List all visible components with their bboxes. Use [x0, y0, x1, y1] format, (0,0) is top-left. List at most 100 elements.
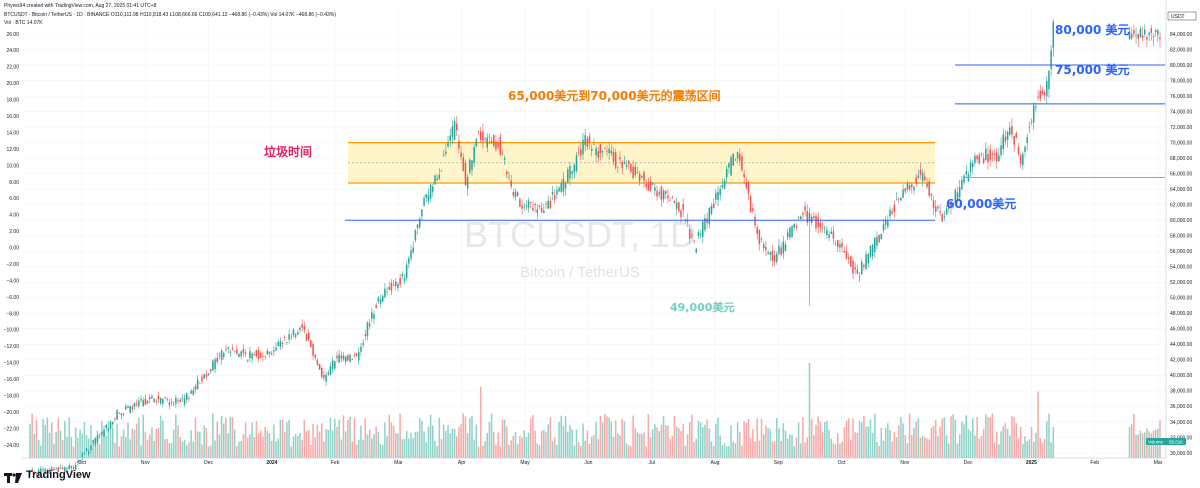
price-axis[interactable]: 84,000.00 82,000.00 80,000.00 78,000.00 76,0… — [1146, 11, 1197, 457]
candle-body — [1024, 146, 1026, 152]
tradingview-logo[interactable]: TradingView — [4, 469, 91, 483]
volume-bar — [364, 418, 367, 458]
candle-body — [390, 282, 393, 291]
volume-bar — [549, 417, 552, 458]
candle-body — [915, 177, 917, 184]
candle-body — [510, 180, 512, 187]
volume-bar — [874, 413, 876, 458]
volume-bar — [582, 423, 584, 458]
candle-body — [630, 164, 632, 172]
volume-bar — [94, 442, 97, 458]
volume-bar — [495, 444, 497, 458]
volume-bar — [109, 431, 112, 458]
candle-body — [68, 465, 70, 470]
volume-bar — [260, 430, 262, 458]
time-tick-label: Feb — [331, 460, 340, 466]
volume-bar — [351, 441, 353, 458]
left-tick-label: −8.00 — [6, 311, 19, 317]
volume-bar — [460, 424, 462, 458]
volume-bar — [157, 427, 160, 458]
volume-bar — [77, 438, 79, 458]
volume-bar — [656, 427, 658, 458]
candle-body — [251, 353, 253, 359]
volume-bar — [59, 430, 62, 458]
volume-bar — [360, 425, 362, 458]
candle-body — [647, 182, 650, 191]
candle-body — [227, 347, 229, 349]
candle-body — [127, 406, 129, 408]
volume-bar — [612, 436, 615, 458]
volume-bar — [797, 422, 800, 458]
volume-bar — [815, 424, 817, 458]
volume-bar — [654, 424, 656, 458]
candle-body — [327, 372, 330, 375]
volume-bar — [98, 444, 101, 458]
price-badge-label: USDT — [1171, 14, 1185, 20]
volume-bar — [1141, 433, 1144, 458]
time-axis[interactable]: Oct Nov Dec 2024 Feb Mar Apr May Jun Jul Aug Sep Oct… — [78, 460, 1163, 466]
candle-body — [33, 473, 36, 475]
candle-body — [667, 195, 669, 199]
candle-body — [244, 352, 247, 355]
volume-bar — [249, 434, 251, 458]
volume-bar — [760, 418, 763, 458]
volume-bar — [46, 417, 49, 458]
volume-bar — [283, 432, 286, 458]
candle-body — [621, 162, 623, 169]
candle-body — [686, 219, 689, 223]
candle-body — [329, 366, 332, 375]
candle-body — [59, 467, 62, 469]
candle-body — [1154, 30, 1157, 32]
candle-body — [956, 192, 959, 202]
volume-bar — [904, 435, 907, 458]
volume-bar — [114, 442, 116, 458]
candle-body — [77, 461, 79, 462]
time-tick-label: 2025 — [1026, 460, 1037, 466]
left-tick-label: 18.00 — [6, 98, 19, 104]
candle-body — [778, 245, 780, 254]
volume-bar — [442, 424, 445, 458]
volume-bar — [1050, 442, 1052, 458]
candle-body — [965, 171, 967, 175]
candle-body — [499, 136, 502, 155]
volume-bar — [177, 425, 179, 458]
candle-body — [575, 155, 578, 172]
candle-body — [151, 396, 153, 399]
candle-body — [325, 374, 327, 382]
candle-body — [281, 342, 284, 344]
volume-bar — [362, 439, 364, 458]
volume-bar — [331, 430, 334, 458]
volume-bar — [316, 424, 319, 458]
volume-bar — [336, 426, 338, 458]
candle-body — [266, 350, 269, 355]
left-axis: 26.00 24.00 22.00 20.00 18.00 16.00 14.00 12.00… — [4, 32, 20, 449]
volume-bar — [201, 444, 203, 458]
volume-bar — [172, 429, 175, 458]
volume-bar — [641, 433, 643, 458]
candle-body — [260, 352, 262, 358]
volume-bar — [688, 422, 691, 458]
left-tick-label: −24.00 — [4, 443, 20, 449]
volume-bar — [29, 424, 31, 458]
volume-bar — [965, 415, 967, 458]
volume-bar — [253, 436, 256, 458]
candle-body — [636, 172, 639, 174]
candle-body — [584, 135, 586, 146]
candle-body — [841, 243, 843, 248]
volume-bar — [79, 429, 81, 458]
candle-body — [608, 148, 610, 154]
candle-body — [782, 241, 785, 254]
candle-body — [641, 175, 643, 178]
volume-bar — [42, 418, 44, 458]
volume-bar — [368, 429, 371, 458]
volume-bar — [297, 435, 299, 458]
volume-bar — [1006, 429, 1009, 458]
tradingview-logo-text: TradingView — [26, 469, 91, 481]
candle-body — [723, 180, 726, 189]
candle-body — [445, 151, 447, 154]
volume-bar — [858, 420, 861, 458]
candle-body — [432, 186, 434, 192]
volume-bar — [691, 414, 693, 458]
volume-bar — [538, 445, 541, 458]
